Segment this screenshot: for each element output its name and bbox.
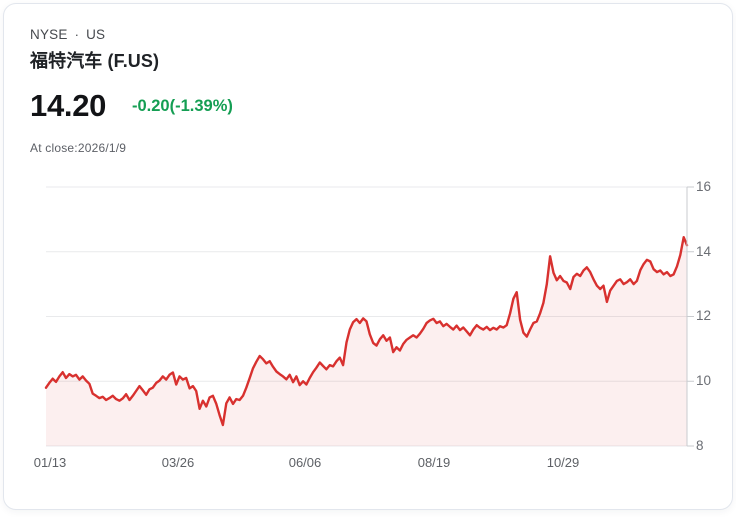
stock-title: 福特汽车 (F.US) [30,51,160,71]
exchange-market-row: NYSE · US [30,27,105,42]
y-axis-label: 12 [696,308,712,323]
x-axis-label: 03/26 [161,455,195,470]
y-axis-label: 16 [696,179,712,194]
price-chart[interactable]: 16 14 12 10 8 01/13 03/26 06/06 08/19 10… [4,4,736,517]
x-axis-label: 10/29 [546,455,580,470]
y-axis-label: 10 [696,373,712,388]
y-axis-label: 14 [696,244,712,259]
x-axis-label: 06/06 [288,455,322,470]
price-chart-canvas[interactable] [4,4,736,517]
separator-dot: · [74,27,80,42]
market-label: US [86,27,106,42]
stock-quote-card: NYSE · US 福特汽车 (F.US) 14.20 -0.20(-1.39%… [3,3,733,510]
as-of-close-label: At close:2026/1/9 [30,141,127,155]
last-price: 14.20 [30,88,107,123]
y-axis-label: 8 [696,438,704,453]
x-axis-label: 01/13 [33,455,67,470]
exchange-label: NYSE [30,27,68,42]
x-axis-label: 08/19 [417,455,451,470]
price-change: -0.20(-1.39%) [132,97,233,115]
